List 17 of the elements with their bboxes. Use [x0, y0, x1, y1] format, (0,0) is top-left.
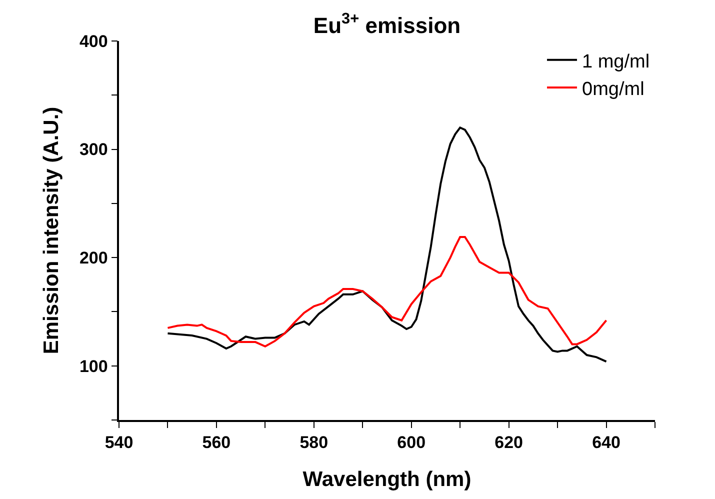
y-tick-label: 100 — [79, 356, 108, 376]
y-axis-title: Emission intensity (A.U.) — [40, 106, 64, 354]
legend-label: 0mg/ml — [582, 78, 644, 100]
x-tick-label: 560 — [202, 433, 231, 452]
x-tick-label: 640 — [592, 433, 620, 452]
chart-title: Eu$^{3+}$ emission — [313, 10, 461, 38]
y-tick-label: 400 — [79, 32, 108, 51]
y-tick-label: 300 — [79, 140, 108, 160]
legend-label: 1 mg/ml — [582, 51, 650, 72]
x-axis-title: Wavelength (nm) — [302, 468, 472, 491]
x-tick-label: 620 — [494, 433, 524, 452]
line-series — [166, 236, 608, 348]
x-tick-label: 540 — [104, 433, 134, 452]
y-tick-label: 200 — [79, 248, 108, 268]
x-tick-label: 600 — [397, 433, 426, 452]
line-series — [166, 126, 608, 363]
x-tick-label: 580 — [300, 433, 328, 452]
